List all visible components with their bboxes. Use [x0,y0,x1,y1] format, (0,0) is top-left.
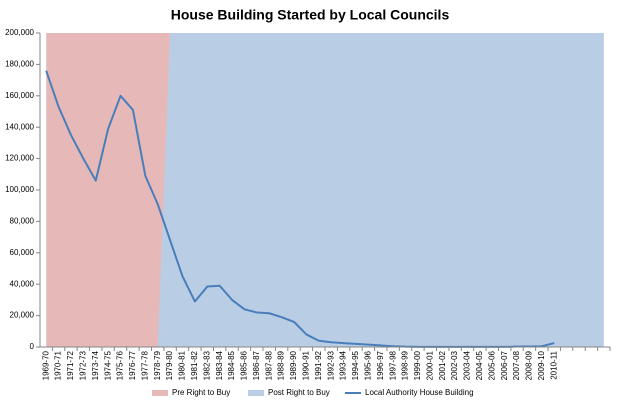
x-tick-label: 1986-87 [252,350,261,380]
x-tick-label: 1997-98 [388,350,397,380]
x-tick-label: 2000-01 [425,350,434,380]
x-tick-label: 1969-70 [41,350,50,380]
x-tick-label: 1981-82 [190,350,199,380]
x-tick-label: 1990-91 [302,350,311,380]
legend-label: Local Authority House Building [365,388,474,397]
y-tick-label: 0 [30,342,35,351]
x-tick-label: 1980-81 [178,350,187,380]
x-tick-label: 1995-96 [363,350,372,380]
x-tick-label: 1992-93 [326,350,335,380]
x-tick-label: 2009-10 [537,350,546,380]
x-tick-label: 1999-00 [413,350,422,380]
y-tick-label: 60,000 [10,248,35,257]
y-tick-label: 200,000 [5,28,34,37]
legend-swatch [248,390,264,396]
x-tick-label: 1976-77 [128,350,137,380]
x-tick-label: 2003-04 [463,350,472,380]
x-tick-label: 2010-11 [549,350,558,379]
x-tick-label: 1974-75 [103,350,112,380]
y-tick-label: 140,000 [5,122,34,131]
x-tick-label: 1983-84 [215,350,224,380]
x-tick-label: 1970-71 [54,350,63,380]
area [46,33,604,347]
y-tick-label: 180,000 [5,60,34,69]
x-tick-label: 2004-05 [475,350,484,380]
x-tick-label: 1975-76 [116,350,125,380]
x-tick-label: 2007-08 [512,350,521,380]
x-tick-label: 1978-79 [153,350,162,380]
x-tick-label: 1994-95 [351,350,360,380]
legend-label: Pre Right to Buy [172,388,230,397]
x-tick-label: 2005-06 [487,350,496,380]
x-tick-label: 1977-78 [140,350,149,380]
y-tick-label: 80,000 [10,217,35,226]
x-tick-label: 1996-97 [376,350,385,380]
x-tick-label: 1989-90 [289,350,298,380]
area [46,33,604,347]
chart-title: House Building Started by Local Councils [171,7,450,23]
y-tick-label: 160,000 [5,91,34,100]
y-tick-label: 120,000 [5,154,34,163]
x-tick-label: 2002-03 [450,350,459,380]
x-tick-label: 2008-09 [525,350,534,380]
y-tick-label: 40,000 [10,279,35,288]
x-tick-label: 1985-86 [240,350,249,380]
x-tick-label: 1993-94 [339,350,348,380]
legend-label: Post Right to Buy [268,388,330,397]
x-tick-label: 2001-02 [438,350,447,380]
x-tick-label: 1991-92 [314,350,323,380]
x-tick-label: 1988-89 [277,350,286,380]
x-tick-label: 1982-83 [202,350,211,380]
x-tick-label: 2006-07 [500,350,509,380]
y-tick-label: 20,000 [10,311,35,320]
x-tick-label: 1973-74 [91,350,100,380]
x-tick-label: 1987-88 [264,350,273,380]
x-tick-label: 1972-73 [78,350,87,380]
x-tick-label: 1998-99 [401,350,410,380]
x-tick-label: 1984-85 [227,350,236,380]
y-tick-label: 100,000 [5,185,34,194]
x-tick-label: 1979-80 [165,350,174,380]
legend-swatch [152,390,168,396]
x-tick-label: 1971-72 [66,350,75,380]
